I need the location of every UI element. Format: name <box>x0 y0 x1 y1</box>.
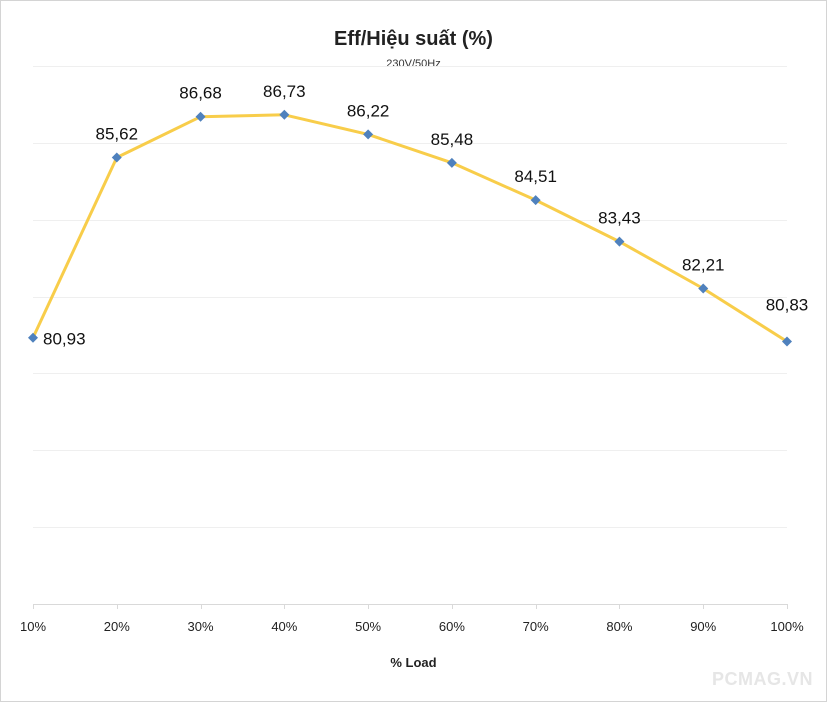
data-label: 80,83 <box>766 296 809 315</box>
data-label: 80,93 <box>43 330 86 349</box>
x-tick-label: 30% <box>188 619 214 634</box>
data-point-marker <box>28 332 38 343</box>
data-point-marker <box>446 157 457 168</box>
data-label: 86,73 <box>263 82 306 101</box>
x-tick-label: 50% <box>355 619 381 634</box>
data-label: 85,48 <box>431 130 474 149</box>
x-tick-label: 10% <box>20 619 46 634</box>
data-label: 82,21 <box>682 256 725 275</box>
x-tick-label: 60% <box>439 619 465 634</box>
x-tick-label: 100% <box>770 619 804 634</box>
data-point-marker <box>698 283 709 294</box>
x-axis-title: % Load <box>390 655 437 670</box>
data-point-marker <box>782 336 792 347</box>
x-axis-ticks: 10% 20% 30% 40% 50% 60% 70% 80% 90% 100% <box>20 604 804 634</box>
data-label: 86,68 <box>179 84 222 103</box>
data-label: 84,51 <box>514 167 557 186</box>
data-point-marker <box>279 109 290 120</box>
data-label: 85,62 <box>96 124 139 143</box>
x-tick-label: 20% <box>104 619 130 634</box>
data-point-marker <box>363 129 374 140</box>
gridlines <box>33 66 787 528</box>
watermark-logo: PCMAG.VN <box>711 669 813 689</box>
chart-title: Eff/Hiệu suất (%) <box>334 28 493 50</box>
x-tick-label: 90% <box>690 619 716 634</box>
x-tick-label: 70% <box>523 619 549 634</box>
x-tick-label: 40% <box>271 619 297 634</box>
data-point-marker <box>530 195 541 206</box>
data-label: 86,22 <box>347 101 390 120</box>
series-group <box>28 109 792 347</box>
x-tick-label: 80% <box>606 619 632 634</box>
data-labels: 80,93 85,62 86,68 86,73 86,22 85,48 84,51 83,43… <box>43 82 808 349</box>
data-point-marker <box>614 236 625 247</box>
data-point-marker <box>195 111 206 122</box>
data-label: 83,43 <box>598 209 641 228</box>
data-point-marker <box>111 152 122 163</box>
series-line <box>31 113 789 343</box>
